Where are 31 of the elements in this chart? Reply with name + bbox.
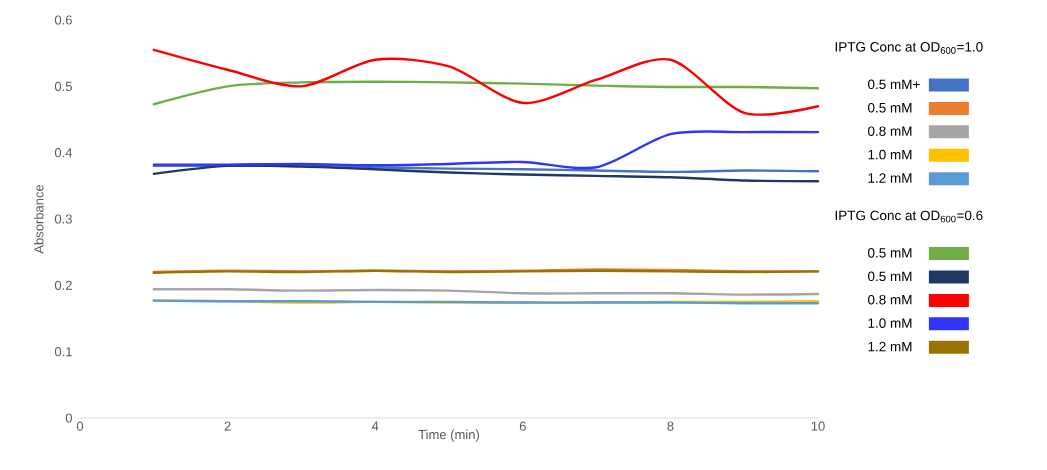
legend-label: 1.2 mM [868, 173, 912, 183]
line-series [152, 48, 820, 116]
y-tick-label: 0.2 [54, 280, 72, 290]
x-tick-label: 0 [76, 421, 84, 431]
y-axis-title: Absorbance [33, 184, 44, 254]
line-series [152, 80, 820, 106]
y-tick-label: 0.5 [54, 81, 72, 91]
legend-label: 1.0 mM [868, 318, 912, 328]
x-tick-label: 4 [371, 421, 379, 431]
legend-label: 0.5 mM [868, 248, 912, 258]
y-tick-label: 0.1 [54, 347, 72, 357]
x-tick-label: 6 [519, 421, 526, 431]
y-tick-label: 0 [65, 413, 72, 423]
y-tick-label: 0.6 [54, 15, 72, 25]
line-series [152, 164, 820, 183]
legend-title: IPTG Conc at OD$_{600}$=1.0 [835, 42, 983, 54]
x-tick-label: 10 [811, 421, 825, 431]
legend-label: 1.2 mM [868, 341, 912, 352]
x-axis-title: Time (min) [418, 429, 479, 442]
line-series [152, 130, 820, 170]
y-tick-label: 0.4 [54, 148, 73, 158]
legend-label: 0.8 mM [868, 126, 912, 136]
text: IPTG Conc at OD$_{600}$=0.6 [835, 210, 983, 223]
legend-label: 1.0 mM [868, 149, 912, 160]
legend-label: 0.5 mM [868, 102, 912, 113]
legend-label: 0.5 mM+ [868, 79, 920, 90]
legend-label: 0.8 mM [868, 294, 912, 305]
x-tick-label: 2 [224, 421, 231, 431]
x-tick-label: 8 [667, 421, 674, 431]
y-tick-label: 0.3 [54, 214, 72, 224]
legend-label: 0.5 mM [868, 271, 912, 282]
